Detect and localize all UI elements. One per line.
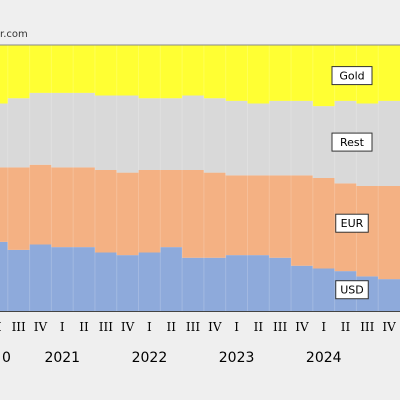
quarter-tick-label: III — [12, 320, 26, 334]
legend-label-eur: EUR — [341, 217, 364, 230]
quarter-tick-label: IV — [295, 320, 309, 334]
area-gold — [0, 45, 400, 107]
legend-label-usd: USD — [340, 284, 364, 297]
quarter-tick-label: I — [234, 320, 239, 334]
year-label: 2024 — [306, 350, 342, 366]
legend-box-eur — [335, 213, 369, 233]
quarter-tick-label: IV — [208, 320, 222, 334]
legend-box-usd — [335, 280, 369, 300]
area-usd — [0, 241, 400, 311]
quarter-tick-label: II — [254, 320, 264, 334]
quarter-tick-label: IV — [121, 320, 135, 334]
year-label: 2022 — [132, 350, 168, 366]
year-label: 2021 — [44, 350, 80, 366]
quarter-tick-label: II — [79, 320, 89, 334]
area-eur — [0, 164, 400, 280]
quarter-tick-label: II — [0, 320, 2, 334]
year-label: 0 — [2, 350, 11, 366]
source-text: r.com — [0, 29, 28, 40]
quarter-tick-label: III — [186, 320, 200, 334]
quarter-tick-label: IV — [34, 320, 48, 334]
quarter-tick-label: III — [99, 320, 113, 334]
legend-box-gold — [331, 66, 373, 86]
quarter-tick-label: II — [341, 320, 351, 334]
quarter-tick-label: IV — [382, 320, 396, 334]
legend-label-gold: Gold — [339, 70, 364, 83]
legend-label-rest: Rest — [340, 136, 365, 149]
quarter-tick-label: I — [60, 320, 65, 334]
quarter-tick-label: III — [360, 320, 374, 334]
quarter-tick-label: III — [273, 320, 287, 334]
quarter-tick-label: II — [166, 320, 176, 334]
quarter-tick-label: I — [147, 320, 152, 334]
area-rest — [0, 92, 400, 186]
quarter-tick-label: I — [321, 320, 326, 334]
year-label: 2023 — [219, 350, 255, 366]
legend-box-rest — [331, 132, 373, 152]
